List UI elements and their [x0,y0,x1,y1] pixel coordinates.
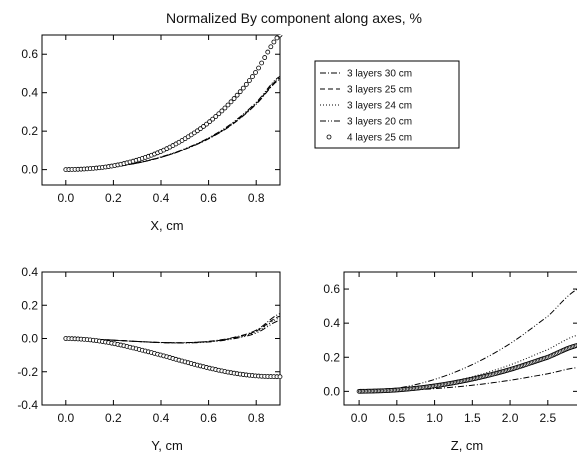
data-point [277,374,283,380]
x-tick-label: 0.4 [153,191,170,205]
series-4-layers-25-cm [356,343,577,394]
data-point [216,111,222,117]
y-tick-label: 0.2 [21,298,38,312]
series-line-3-layers-30-cm [65,78,281,171]
series-line-3-layers-30-cm [65,313,281,344]
y-tick-label: 0.0 [21,332,38,346]
y-tick-label: 0.4 [323,316,340,330]
data-point [274,35,280,41]
x-tick-label: 0.0 [57,191,74,205]
y-tick-label: 0.2 [21,124,38,138]
data-point [222,105,228,111]
data-point [253,70,258,75]
data-point [201,124,206,129]
y-tick-label: -0.4 [17,398,38,412]
y-tick-label: 0.4 [21,86,38,100]
x-tick-label: 0.2 [105,191,122,205]
x-axis-label: Y, cm [151,438,183,453]
data-point [268,44,274,50]
x-tick-label: 0.8 [248,411,265,425]
x-tick-label: 1.5 [464,411,481,425]
data-point [250,74,255,79]
y-tick-label: 0.4 [21,265,38,279]
data-point [219,108,225,114]
x-tick-label: 0.2 [105,411,122,425]
data-point [213,114,219,119]
plot-frame [343,271,577,406]
y-tick-label: 0.2 [323,350,340,364]
data-point [234,92,240,98]
x-tick-label: 0.4 [153,411,170,425]
x-tick-label: 0.6 [200,411,217,425]
x-tick-label: 0.6 [200,191,217,205]
x-tick-label: 0.8 [248,191,265,205]
plot-area [63,313,283,380]
data-point [210,116,216,122]
series-line-3-layers-24-cm [359,334,577,392]
legend-label: 4 layers 25 cm [347,133,412,144]
plot-area [356,289,577,394]
y-tick-label: 0.6 [323,282,340,296]
x-tick-label: 2.5 [539,411,556,425]
x-tick-label: 1.0 [426,411,443,425]
y-tick-label: 0.0 [323,384,340,398]
panel-x: 0.0 0.2 0.4 0.6 0.8 0.0 0.2 0.4 0.6 X, cm [21,34,283,233]
legend: 3 layers 30 cm 3 layers 25 cm 3 layers 24 … [314,60,460,149]
plot-area [63,35,283,173]
data-point [265,49,271,55]
data-point [231,96,237,101]
figure-title: Normalized By component along axes, % [166,10,422,26]
data-point [262,55,268,60]
x-tick-label: 2.0 [502,411,519,425]
legend-label: 3 layers 20 cm [347,117,412,128]
legend-label: 3 layers 24 cm [347,101,412,112]
data-point [237,89,243,95]
data-point [225,102,231,108]
series-line-3-layers-24-cm [65,76,281,171]
legend-marker [326,134,332,140]
x-tick-label: 0.0 [57,411,74,425]
series-line-3-layers-25-cm [359,346,577,392]
series-line-3-layers-25-cm [65,315,281,344]
legend-label: 3 layers 25 cm [347,85,412,96]
data-point [240,85,246,91]
plot-frame [41,34,281,186]
y-tick-label: 0.0 [21,163,38,177]
series-line-3-layers-20-cm [65,319,281,344]
data-point [228,99,234,105]
data-point [271,39,277,45]
panel-z: 0.0 0.5 1.0 1.5 2.0 2.5 0.0 0.2 0.4 0.6 Z, cm [323,271,577,453]
data-point [207,119,213,125]
data-point [246,78,252,83]
y-tick-label: -0.2 [17,365,38,379]
series-4-layers-25-cm [63,35,283,173]
panel-y: 0.0 0.2 0.4 0.6 0.8 -0.4 -0.2 0.0 0.2 0.4 Y, cm [17,265,283,453]
data-point [259,60,265,66]
x-axis-label: Z, cm [451,438,484,453]
data-point [243,81,249,87]
x-tick-label: 0.0 [351,411,368,425]
x-axis-label: X, cm [150,218,183,233]
y-tick-label: 0.6 [21,47,38,61]
series-line-3-layers-25-cm [65,77,281,171]
data-point [277,35,283,38]
series-line-3-layers-20-cm [359,289,577,392]
series-line-3-layers-20-cm [65,75,281,171]
data-point [204,121,209,127]
data-point [256,65,261,71]
legend-label: 3 layers 30 cm [347,69,412,80]
x-tick-label: 0.5 [388,411,405,425]
series-4-layers-25-cm [63,336,283,380]
